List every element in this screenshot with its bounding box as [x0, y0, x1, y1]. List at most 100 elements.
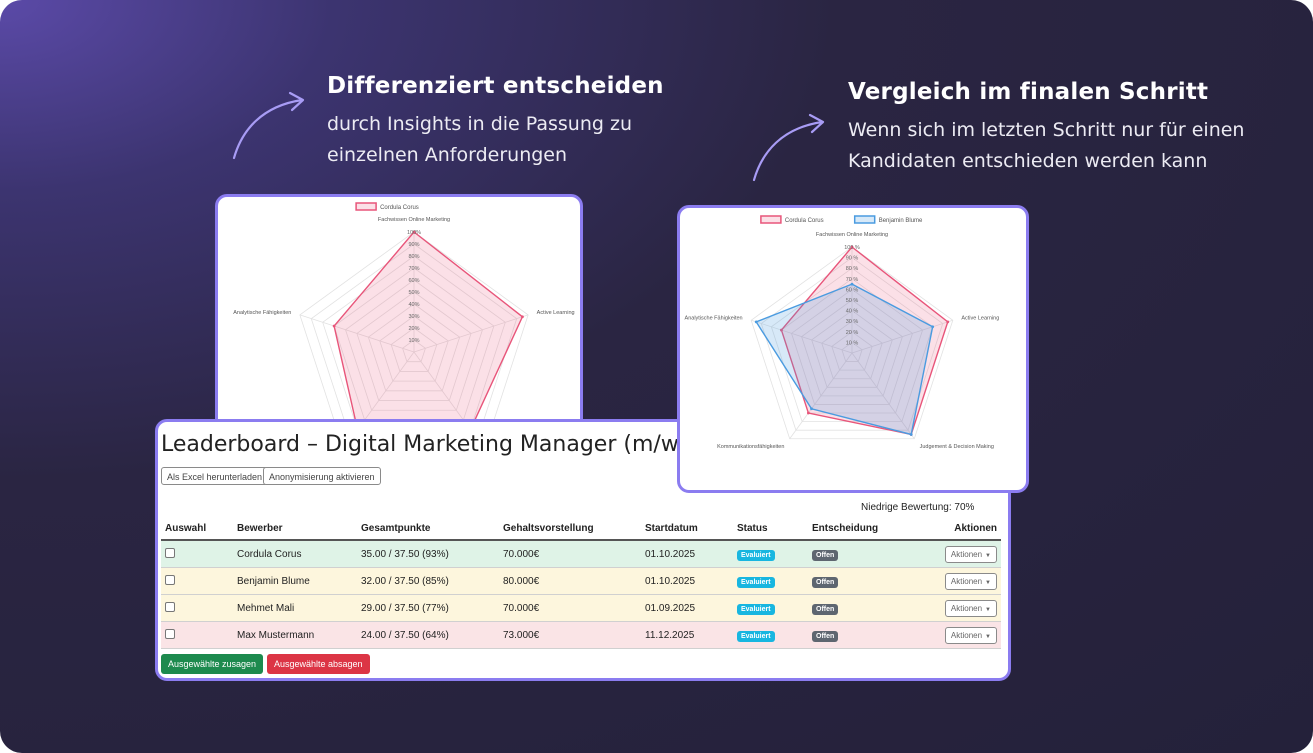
column-header: Aktionen: [906, 517, 1001, 541]
row-checkbox[interactable]: [165, 601, 175, 612]
status-badge: Evaluiert: [737, 603, 775, 615]
caption-differentiate: Differenziert entscheiden durch Insights…: [327, 73, 664, 171]
radar-tick-label: 70%: [408, 266, 419, 272]
page-title: Leaderboard – Digital Marketing Manager …: [161, 432, 727, 457]
applicant-name: Benjamin Blume: [233, 567, 357, 595]
radar-grid-ring: [780, 278, 924, 414]
radar-tick-label: 100 %: [844, 245, 860, 251]
row-checkbox[interactable]: [165, 574, 175, 585]
column-header: Gesamtpunkte: [357, 517, 499, 541]
column-header: Bewerber: [233, 517, 357, 541]
radar-axis-label: Analytische Fähigkeiten: [685, 315, 743, 321]
column-header: Auswahl: [161, 517, 233, 541]
caption-heading: Differenziert entscheiden: [327, 73, 664, 99]
caption-subtext-line: Kandidaten entschieden werden kann: [848, 150, 1208, 172]
row-checkbox[interactable]: [165, 547, 175, 558]
caret-down-icon: ▼: [985, 606, 991, 613]
caption-subtext: durch Insights in die Passung zu einzeln…: [327, 109, 664, 171]
radar-grid-ring: [821, 320, 883, 380]
radar-card-single: Cordula Corus 10% 20% 30% 40% 50% 60% 70% 80% 90%…: [215, 194, 583, 434]
radar-tick-label: 50%: [408, 290, 419, 296]
actions-dropdown[interactable]: Aktionen ▼: [944, 545, 997, 563]
caret-down-icon: ▼: [985, 633, 991, 640]
radar-point: [946, 320, 950, 324]
radar-card-compare: Cordula Corus Benjamin Blume 10 % 20 % 30 % 4…: [677, 205, 1029, 493]
excel-download-button[interactable]: Als Excel herunterladen: [161, 467, 269, 485]
table-row: Cordula Corus 35.00 / 37.50 (93%) 70.000…: [161, 540, 1001, 568]
radar-tick-label: 40 %: [846, 309, 859, 315]
total-points: 24.00 / 37.50 (64%): [357, 621, 499, 649]
caret-down-icon: ▼: [985, 552, 991, 559]
row-checkbox[interactable]: [165, 628, 175, 639]
radar-spoke: [851, 319, 953, 354]
status-badge: Evaluiert: [737, 549, 775, 561]
start-date: 01.10.2025: [641, 540, 733, 568]
start-date: 01.09.2025: [641, 594, 733, 622]
column-header: Entscheidung: [808, 517, 906, 541]
decision-badge: Offen: [812, 549, 839, 561]
actions-label: Aktionen: [950, 630, 983, 640]
radar-axis-label: Active Learning: [961, 315, 999, 321]
curved-arrow-icon: [752, 113, 825, 182]
radar-grid-ring: [310, 243, 518, 431]
total-points: 35.00 / 37.50 (93%): [357, 540, 499, 568]
column-header: Gehaltsvorstellung: [499, 517, 641, 541]
table-header-row: Auswahl Bewerber Gesamtpunkte Gehaltsvor…: [161, 517, 1001, 541]
radar-point: [754, 320, 758, 324]
status-badge: Evaluiert: [737, 630, 775, 642]
radar-series-area: [755, 283, 934, 436]
radar-tick-label: 70 %: [846, 277, 859, 283]
radar-tick-label: 60 %: [846, 287, 859, 293]
applicant-name: Max Mustermann: [233, 621, 357, 649]
accept-selected-button[interactable]: Ausgewählte zusagen: [161, 654, 264, 674]
caption-heading: Vergleich im finalen Schritt: [848, 79, 1209, 105]
actions-dropdown[interactable]: Aktionen ▼: [944, 599, 997, 617]
legend-label: Cordula Corus: [785, 218, 824, 224]
radar-grid-ring: [390, 327, 438, 372]
actions-label: Aktionen: [950, 603, 983, 613]
actions-dropdown[interactable]: Aktionen ▼: [944, 626, 997, 644]
decision-badge: Offen: [812, 630, 839, 642]
radar-grid-ring: [760, 257, 944, 431]
radar-tick-label: 80%: [408, 254, 419, 260]
radar-tick-label: 30%: [408, 314, 419, 320]
reject-selected-button[interactable]: Ausgewählte absagen: [267, 654, 370, 674]
decision-badge: Offen: [812, 603, 839, 615]
legend-swatch: [355, 202, 377, 211]
radar-axis-label: Kommunikationsfähigkeiten: [717, 444, 784, 450]
salary-expectation: 80.000€: [499, 567, 641, 595]
caption-compare: Vergleich im finalen Schritt Wenn sich i…: [848, 79, 1244, 177]
caret-down-icon: ▼: [985, 579, 991, 586]
radar-point: [909, 433, 913, 436]
radar-point: [810, 407, 813, 411]
caption-subtext-line: durch Insights in die Passung zu: [327, 113, 633, 135]
radar-tick-label: 20 %: [846, 330, 859, 336]
radar-axis-label: Judgement & Decision Making: [920, 444, 994, 450]
column-header: Status: [733, 517, 808, 541]
radar-spoke: [751, 319, 853, 354]
start-date: 11.12.2025: [641, 621, 733, 649]
radar-axis-label: Active Learning: [537, 310, 575, 316]
radar-point: [521, 315, 524, 319]
actions-dropdown[interactable]: Aktionen ▼: [944, 572, 997, 590]
radar-tick-label: 30 %: [846, 319, 859, 325]
radar-spoke: [413, 351, 472, 431]
anonymize-button[interactable]: Anonymisierung aktivieren: [263, 467, 381, 485]
applicant-name: Cordula Corus: [233, 540, 357, 568]
radar-chart-single: Cordula Corus 10% 20% 30% 40% 50% 60% 70% 80% 90%…: [233, 202, 575, 431]
legend-label: Benjamin Blume: [879, 218, 923, 224]
radar-chart-compare: Cordula Corus Benjamin Blume 10 % 20 % 30 % 4…: [685, 215, 999, 450]
radar-axis-label: Analytische Fähigkeiten: [233, 310, 291, 316]
radar-grid-ring: [841, 341, 863, 362]
actions-label: Aktionen: [950, 549, 983, 559]
decision-badge: Offen: [812, 576, 839, 588]
radar-spoke: [413, 314, 529, 353]
leaderboard-card: Leaderboard – Digital Marketing Manager …: [155, 419, 1011, 681]
caption-subtext-line: Wenn sich im letzten Schritt nur für ein…: [848, 119, 1245, 141]
start-date: 01.10.2025: [641, 567, 733, 595]
radar-tick-label: 100%: [407, 230, 421, 236]
salary-expectation: 70.000€: [499, 540, 641, 568]
legend-label: Cordula Corus: [380, 205, 419, 211]
radar-grid-ring: [345, 279, 483, 411]
leaderboard-table: Auswahl Bewerber Gesamtpunkte Gehaltsvor…: [161, 517, 1001, 649]
